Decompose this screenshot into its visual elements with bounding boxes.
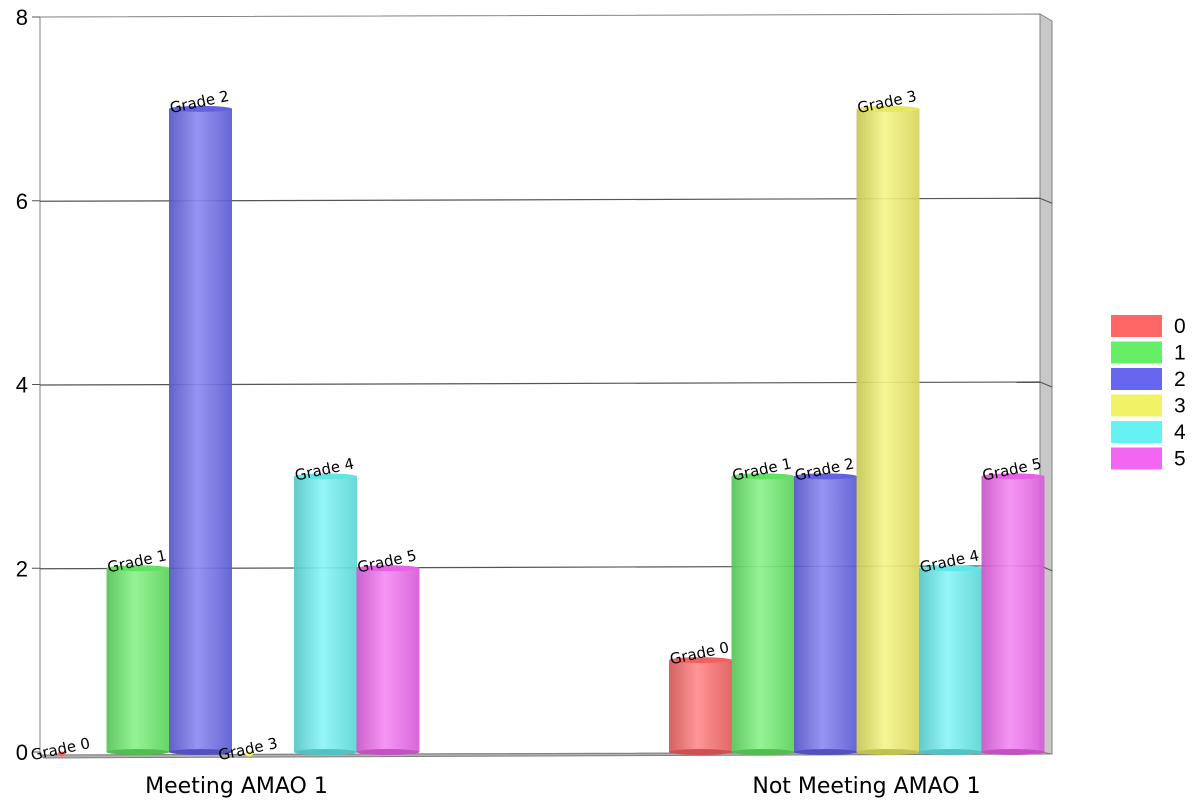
bar-base xyxy=(106,749,170,755)
legend-label: 4 xyxy=(1174,421,1186,444)
bar-cap xyxy=(731,473,795,480)
category-label: Not Meeting AMAO 1 xyxy=(752,774,980,799)
legend-swatch xyxy=(1111,315,1162,337)
y-axis: 0 2 4 6 8 xyxy=(16,5,40,765)
bar-zero-marker xyxy=(57,751,66,757)
y-tick-label: 4 xyxy=(16,373,28,398)
gridline-side xyxy=(1039,197,1053,204)
bar-cap xyxy=(294,473,357,480)
bar-body xyxy=(294,476,357,752)
legend-label: 3 xyxy=(1174,395,1186,418)
bar-base xyxy=(856,749,920,755)
legend-swatch xyxy=(1111,447,1162,470)
bar-body xyxy=(356,568,420,752)
bar-0-0 xyxy=(57,751,66,757)
bar-cap xyxy=(106,565,170,572)
bar-1-0 xyxy=(106,565,170,755)
bar-3-1 xyxy=(856,105,920,755)
legend-item-1: 1 xyxy=(1111,341,1186,365)
legend-swatch xyxy=(1111,421,1162,443)
bar-base xyxy=(169,749,232,755)
bar-3-0 xyxy=(245,751,253,757)
bar-base xyxy=(669,749,732,755)
y-tick-label: 6 xyxy=(16,189,28,214)
bar-zero-marker xyxy=(245,751,253,757)
bar-cap xyxy=(669,657,732,664)
legend-item-4: 4 xyxy=(1111,421,1186,444)
legend-item-3: 3 xyxy=(1111,394,1186,418)
bar-cap xyxy=(169,105,232,112)
bar-base xyxy=(981,749,1045,755)
bar-cap xyxy=(794,473,857,480)
bar-5-0 xyxy=(356,565,420,755)
bar-body xyxy=(919,568,982,752)
bar-body xyxy=(106,568,170,752)
bar-body xyxy=(794,476,857,752)
gridline-side xyxy=(1039,381,1053,388)
legend-label: 5 xyxy=(1174,448,1186,471)
bar-body xyxy=(981,476,1045,752)
y-tick-label: 8 xyxy=(16,5,28,30)
legend-item-5: 5 xyxy=(1111,447,1186,471)
bar-base xyxy=(919,749,982,755)
bar-4-1 xyxy=(919,565,982,755)
bar-0-1 xyxy=(669,657,732,755)
bar-body xyxy=(731,476,795,752)
category-label: Meeting AMAO 1 xyxy=(145,774,328,799)
legend-item-2: 2 xyxy=(1111,368,1186,391)
bar-cap xyxy=(981,473,1045,480)
bar-4-0 xyxy=(294,473,357,755)
legend-label: 1 xyxy=(1174,342,1186,365)
bar-base xyxy=(294,749,357,755)
legend-item-0: 0 xyxy=(1111,315,1186,338)
legend-swatch xyxy=(1111,394,1162,417)
x-axis: Meeting AMAO 1 Not Meeting AMAO 1 xyxy=(145,774,980,799)
bar-body xyxy=(669,660,732,752)
bar-cap xyxy=(356,565,420,572)
y-tick-label: 0 xyxy=(16,740,28,765)
bar-5-1 xyxy=(981,473,1045,755)
legend: 0 1 2 3 4 5 xyxy=(1111,315,1186,471)
bar-body xyxy=(856,108,920,752)
bar-cap xyxy=(919,565,982,572)
legend-label: 2 xyxy=(1174,368,1186,391)
y-tick-label: 2 xyxy=(16,556,28,581)
bar-base xyxy=(731,749,795,755)
bars xyxy=(57,105,1045,757)
bar-1-1 xyxy=(731,473,795,755)
bar-2-1 xyxy=(794,473,857,755)
bar-cap xyxy=(856,105,920,112)
legend-swatch xyxy=(1111,368,1162,390)
legend-swatch xyxy=(1111,341,1162,364)
bar-body xyxy=(169,108,232,752)
legend-label: 0 xyxy=(1174,315,1186,338)
bar-base xyxy=(356,749,420,755)
bar-2-0 xyxy=(169,105,232,755)
bar-base xyxy=(794,749,857,755)
